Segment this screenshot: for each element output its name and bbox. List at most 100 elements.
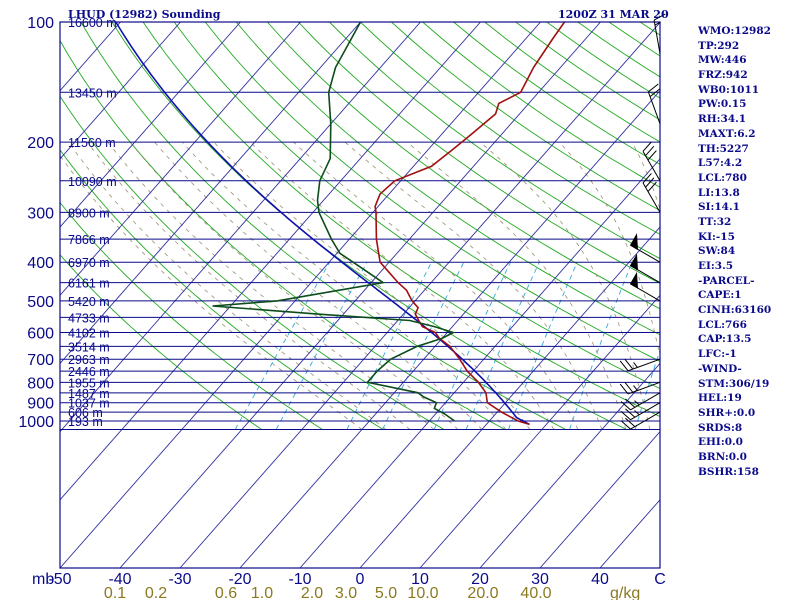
moist-adiabat-line [479,141,651,430]
stat-item: CAP:13.5 [698,333,752,346]
stat-item: LCL:780 [698,171,747,184]
mixing-ratio-line [346,261,432,430]
mixing-ratio-tick-label: 0.2 [145,585,167,600]
wind-barb-flag [619,383,629,395]
stats-panel: WMO:12982 TP:292 MW:446 FRZ:942 WB0:1011 PW:0… [698,24,771,479]
stat-item: PW:0.15 [698,98,747,111]
temperature-tick-label: 30 [531,571,549,588]
temperature-tick-label: -40 [108,571,131,588]
isotherm-line [359,226,660,568]
chart-grid [60,22,660,568]
pressure-tick-label: 400 [27,255,54,272]
moist-adiabat-line [293,141,579,430]
mixing-ratio-line [465,262,540,430]
wind-barb-flag [645,177,655,188]
temperature-tick-label: -10 [288,571,311,588]
moist-adiabat-line [558,141,660,359]
stat-item: STM:306/19 [698,377,770,390]
isotherm-line [179,22,660,568]
height-label: 4102 m [68,326,110,340]
wind-barb-flag [625,417,636,427]
wind-barb [629,271,661,302]
temperature-profile-line [374,22,566,426]
wind-barb-flag [653,13,666,21]
stat-item: SW:84 [698,245,736,258]
wind-barb [619,381,661,395]
parcel-path [115,22,530,426]
temperature-tick-label: -20 [228,571,251,588]
pressure-tick-label: 100 [27,15,54,32]
mixing-ratio-tick-label: 2.0 [301,585,323,600]
dry-adiabat-line [297,22,660,284]
dry-adiabat-line [266,22,660,310]
height-label: 2446 m [68,365,110,379]
height-label: 5420 m [68,295,110,309]
mixing-ratio-tick-label: 1.0 [251,585,273,600]
wind-barb [647,83,661,125]
stat-item: RH:34.1 [698,113,747,126]
stat-item: FRZ:942 [698,69,748,82]
pressure-tick-label: 700 [27,352,54,369]
pressure-unit-label: mb [32,571,54,588]
height-label: 11560 m [68,136,116,150]
stat-item: -PARCEL- [698,274,755,287]
dry-adiabat-line [60,149,384,430]
height-label: 16600 m [68,16,117,30]
stat-item: WB0:1011 [698,83,760,96]
wind-barb-flag [624,358,634,370]
dry-adiabat-line [391,22,660,212]
mixing-ratio-tick-label: 0.6 [215,585,237,600]
pressure-tick-label: 1000 [18,414,54,431]
stat-item: TP:292 [698,39,740,52]
chart-axes: 16600 m 13450 m 11560 m 10090 m 8900 m 7866 m… [18,15,665,600]
wind-barb-flag [625,408,636,418]
height-label: 6161 m [68,277,110,291]
isotherm-line [60,22,241,228]
mixing-ratio-tick-label: 5.0 [375,585,397,600]
dry-adiabat-line [360,22,660,235]
stat-item: SRDS:8 [698,421,743,434]
mixing-ratio-line [275,261,368,430]
stat-item: EHI:0.0 [698,436,743,449]
wind-barb-flag [620,401,631,411]
stat-item: TH:5227 [698,142,749,155]
height-label: 13450 m [68,86,117,100]
wind-barb-flag [619,360,629,372]
mixing-ratio-line [382,262,465,430]
isotherm-line [60,22,481,501]
isotherm-line [60,22,181,160]
stat-item: MAXT:6.2 [698,127,756,140]
mixing-ratio-line [569,262,633,430]
dry-adiabat-line [60,201,323,430]
stat-item: MW:446 [698,54,747,67]
wind-barb-flag [647,150,657,161]
stat-item: LI:13.8 [698,186,740,199]
wind-barb-staff [627,358,661,372]
stat-item: SI:14.1 [698,201,740,214]
height-label: 4733 m [68,311,110,325]
height-label: 193 m [68,415,103,429]
moist-adiabat-line [154,141,483,430]
stat-item: TT:32 [698,215,732,228]
height-label: 1955 m [68,376,110,390]
wind-barb [620,402,661,421]
mixing-ratio-tick-label: 10.0 [407,585,438,600]
isotherm-line [60,22,361,365]
wind-barb [620,411,661,430]
mixing-ratio-line [234,261,331,430]
stat-item: KI:-15 [698,230,735,243]
mixing-ratio-line [507,262,578,430]
moist-adiabat-line [406,141,627,430]
wind-barb-half-flag [634,410,640,416]
moist-adiabat-line [213,141,531,430]
wind-barb-staff [630,402,661,421]
isotherm-line [419,294,660,568]
isotherm-line [299,158,660,568]
mixing-ratio-line [433,262,511,430]
chart-profiles [115,22,566,426]
isotherm-line [239,90,660,568]
moist-adiabat-line [129,141,459,430]
wind-barb-flag [649,88,661,97]
dry-adiabat-line [422,22,660,188]
